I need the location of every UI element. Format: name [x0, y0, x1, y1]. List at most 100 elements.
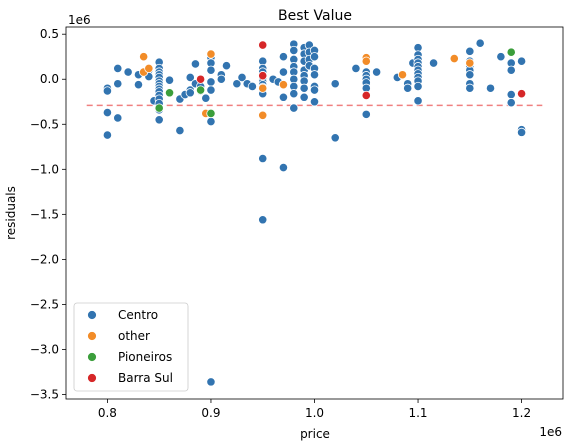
y-tick-label: −3.0	[30, 342, 59, 356]
legend-label-centro: Centro	[118, 308, 158, 322]
x-tick-label: 0.8	[98, 406, 117, 420]
point-centro	[102, 86, 113, 96]
point-other	[258, 110, 268, 120]
legend-label-other: other	[118, 329, 150, 343]
y-axis-label: residuals	[4, 186, 18, 240]
point-centro	[206, 85, 216, 95]
point-centro	[247, 81, 257, 92]
point-centro	[506, 65, 516, 75]
y-offset-label: 1e6	[68, 13, 91, 27]
legend-label-pioneiros: Pioneiros	[118, 350, 172, 364]
point-other	[258, 83, 268, 93]
point-centro	[309, 52, 320, 62]
point-centro	[113, 63, 123, 74]
point-centro	[232, 79, 242, 89]
points-layer	[102, 38, 527, 387]
point-centro	[372, 67, 382, 77]
point-centro	[102, 130, 113, 140]
point-centro	[258, 215, 268, 225]
point-centro	[185, 88, 195, 98]
point-centro	[278, 52, 289, 62]
legend-marker-centro	[87, 310, 97, 320]
x-offset-label: 1e6	[539, 425, 562, 439]
point-centro	[351, 63, 361, 74]
point-centro	[164, 75, 175, 85]
point-centro	[330, 133, 340, 143]
point-centro	[289, 45, 299, 56]
point-centro	[309, 85, 320, 95]
point-centro	[278, 67, 289, 77]
point-other	[397, 70, 408, 80]
x-tick-label: 1.1	[408, 406, 427, 420]
y-tick-label: 0.5	[40, 27, 59, 41]
point-barra-sul	[361, 90, 371, 101]
point-pioneiros	[206, 108, 216, 119]
point-centro	[428, 58, 439, 68]
point-other	[361, 56, 371, 66]
legend: Centro other Pioneiros Barra Sul	[73, 302, 189, 392]
x-tick-label: 0.9	[201, 406, 220, 420]
x-tick-label: 1.2	[512, 406, 531, 420]
y-tick-label: −1.5	[30, 207, 59, 221]
point-centro	[465, 83, 475, 93]
point-centro	[516, 56, 527, 66]
point-centro	[309, 70, 320, 80]
point-centro	[413, 96, 423, 106]
point-centro	[516, 127, 527, 137]
point-other	[465, 58, 475, 68]
point-centro	[113, 79, 123, 89]
point-centro	[403, 83, 413, 93]
point-centro	[289, 103, 299, 113]
point-centro	[361, 109, 371, 119]
legend-label-barra-sul: Barra Sul	[118, 371, 173, 385]
y-tick-label: 0.0	[40, 72, 59, 86]
point-centro	[133, 80, 144, 90]
point-barra-sul	[258, 71, 268, 81]
point-centro	[278, 162, 289, 173]
point-centro	[299, 83, 309, 93]
point-centro	[506, 98, 516, 108]
point-centro	[413, 81, 423, 92]
point-centro	[506, 89, 516, 100]
point-centro	[206, 116, 216, 127]
point-other	[144, 63, 154, 74]
point-centro	[258, 153, 268, 164]
point-centro	[496, 52, 506, 62]
x-axis-label: price	[300, 427, 330, 441]
point-centro	[221, 61, 232, 71]
point-other	[139, 52, 149, 62]
point-centro	[465, 70, 475, 80]
point-centro	[185, 72, 195, 83]
point-pioneiros	[506, 47, 516, 57]
y-tick-label: −0.5	[30, 117, 59, 131]
point-other	[206, 49, 216, 59]
point-centro	[216, 74, 226, 84]
point-other	[449, 53, 459, 64]
point-centro	[123, 67, 133, 77]
y-tick-label: −2.5	[30, 297, 59, 311]
chart-title: Best Value	[278, 8, 352, 24]
point-centro	[190, 59, 201, 69]
point-centro	[299, 92, 309, 102]
point-centro	[465, 46, 475, 56]
point-pioneiros	[196, 85, 206, 95]
point-other	[278, 80, 289, 90]
point-centro	[237, 72, 247, 83]
point-centro	[485, 83, 496, 93]
legend-marker-pioneiros	[87, 352, 97, 362]
point-barra-sul	[196, 74, 206, 84]
point-centro	[330, 79, 340, 89]
point-centro	[154, 115, 164, 125]
point-centro	[206, 65, 216, 75]
point-pioneiros	[154, 103, 164, 113]
y-tick-label: −1.0	[30, 162, 59, 176]
point-centro	[113, 113, 123, 123]
point-centro	[175, 125, 185, 136]
point-centro	[206, 77, 216, 87]
y-tick-label: −2.0	[30, 252, 59, 266]
point-centro	[201, 93, 211, 103]
point-centro	[289, 89, 299, 99]
legend-box	[73, 302, 189, 392]
legend-marker-other	[87, 331, 97, 341]
